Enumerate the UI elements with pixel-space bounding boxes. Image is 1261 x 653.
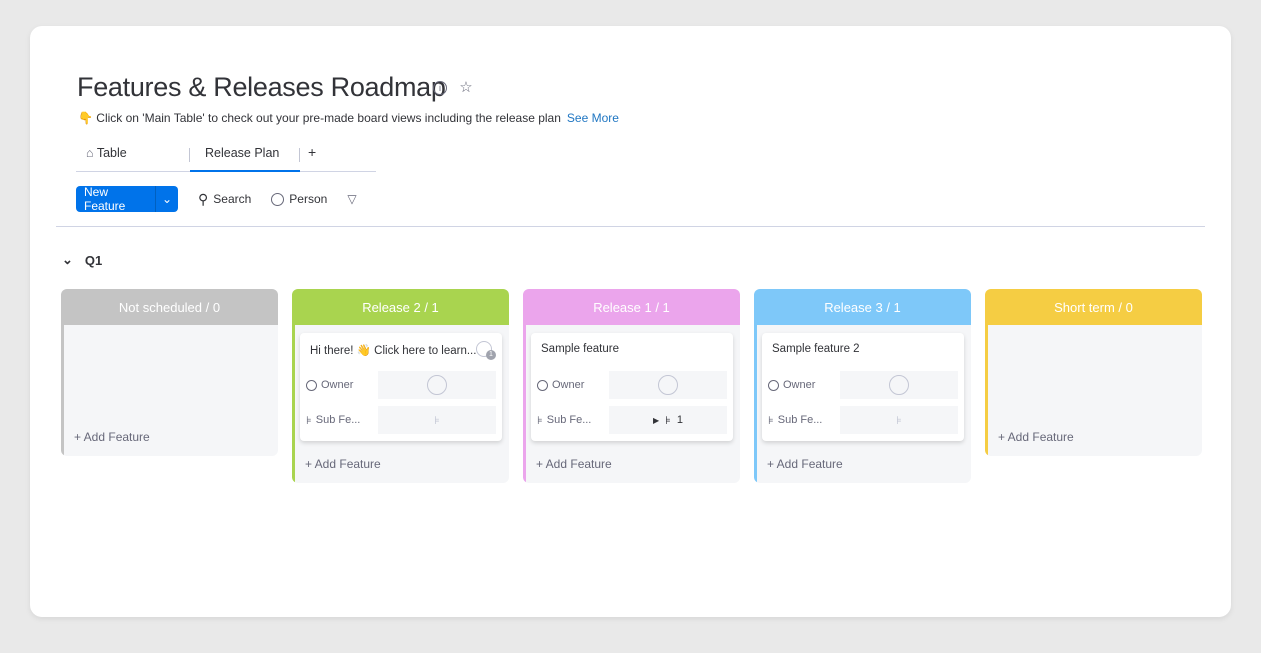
column-color-bar [754, 325, 757, 483]
avatar-placeholder-icon [889, 375, 909, 395]
add-feature-button[interactable]: + Add Feature [305, 457, 381, 471]
filter-icon: ▽ [347, 192, 357, 206]
search-label: Search [213, 192, 252, 206]
chevron-down-icon[interactable]: ⌄ [62, 252, 73, 267]
add-feature-button[interactable]: + Add Feature [74, 430, 150, 444]
expand-arrow-icon[interactable]: ▶ [652, 415, 660, 425]
avatar-placeholder-icon [658, 375, 678, 395]
tab-divider [299, 148, 300, 162]
subitems-icon: ⊧ [665, 414, 671, 427]
person-icon [537, 379, 548, 391]
add-feature-button[interactable]: + Add Feature [536, 457, 612, 471]
search-icon: ⚲ [198, 190, 209, 207]
column-color-bar [292, 325, 295, 483]
see-more-link[interactable]: See More [566, 111, 619, 125]
description-text: 👇 Click on 'Main Table' to check out you… [78, 111, 561, 125]
search-button[interactable]: ⚲ Search [198, 191, 251, 208]
subitems-icon: ⊧ [768, 414, 774, 427]
field-label: Owner [783, 379, 816, 391]
group-title: Q1 [84, 252, 103, 268]
subitems-icon: ⊧ [537, 414, 543, 427]
subitems-icon: ⊧ [434, 414, 440, 427]
subitems-icon: ⊧ [306, 414, 312, 427]
person-icon [271, 192, 285, 206]
home-icon: ⌂ [86, 146, 94, 160]
subitems-value[interactable]: ⊧ [378, 406, 496, 434]
subitems-value[interactable]: ▶ ⊧ 1 [609, 406, 727, 434]
info-icon[interactable]: i [433, 81, 447, 95]
column-header[interactable]: Not scheduled / 0 [61, 289, 278, 325]
card-title: Hi there! 👋 Click here to learn... [310, 345, 477, 357]
tab-label: Release Plan [205, 146, 280, 160]
board-description: 👇 Click on 'Main Table' to check out you… [78, 111, 619, 125]
person-icon [768, 379, 779, 391]
avatar-placeholder-icon [427, 375, 447, 395]
owner-row: Owner [768, 371, 958, 399]
kanban-column: Release 1 / 1 Sample feature Owner ⊧ Sub … [523, 289, 740, 483]
group-header[interactable]: ⌄ Q1 [62, 252, 102, 268]
field-label: Sub Fe... [546, 414, 592, 426]
divider [56, 226, 1205, 227]
view-tabs: ⌂ Table Release Plan + [76, 140, 376, 172]
board-panel: Features & Releases Roadmap i ☆ 👇 Click … [30, 26, 1231, 617]
column-color-bar [523, 325, 526, 483]
column-title: Short term / 0 [1054, 299, 1133, 315]
field-label: Sub Fe... [777, 414, 823, 426]
add-view-button[interactable]: + [308, 144, 317, 160]
subitems-icon: ⊧ [896, 414, 902, 427]
kanban-column: Short term / 0 + Add Feature [985, 289, 1202, 456]
subitems-value[interactable]: ⊧ [840, 406, 958, 434]
column-header[interactable]: Release 1 / 1 [523, 289, 740, 325]
add-feature-button[interactable]: + Add Feature [998, 430, 1074, 444]
feature-card[interactable]: Hi there! 👋 Click here to learn... 1 Own… [300, 333, 502, 441]
star-icon[interactable]: ☆ [459, 79, 473, 96]
kanban-column: Release 2 / 1 Hi there! 👋 Click here to … [292, 289, 509, 483]
owner-value[interactable] [378, 371, 496, 399]
feature-card[interactable]: Sample feature 2 Owner ⊧ Sub Fe... ⊧ [762, 333, 964, 441]
tab-label: Table [96, 146, 127, 160]
owner-value[interactable] [609, 371, 727, 399]
updates-icon[interactable]: 1 [476, 341, 496, 360]
column-header[interactable]: Short term / 0 [985, 289, 1202, 325]
new-feature-button-group: New Feature ⌄ [76, 186, 178, 212]
owner-row: Owner [306, 371, 496, 399]
tab-divider [189, 148, 190, 162]
card-title: Sample feature [541, 343, 619, 355]
updates-count: 1 [486, 350, 496, 360]
chevron-down-icon[interactable]: ⌄ [155, 186, 178, 212]
subitems-row: ⊧ Sub Fe... ⊧ [768, 406, 958, 434]
column-title: Release 3 / 1 [824, 299, 901, 315]
tab-table[interactable]: ⌂ Table [86, 146, 127, 172]
field-label: Owner [552, 379, 585, 391]
owner-row: Owner [537, 371, 727, 399]
column-color-bar [985, 325, 988, 456]
person-icon [306, 379, 317, 391]
board-title: Features & Releases Roadmap [77, 72, 446, 102]
column-header[interactable]: Release 3 / 1 [754, 289, 971, 325]
owner-value[interactable] [840, 371, 958, 399]
subitems-row: ⊧ Sub Fe... ⊧ [306, 406, 496, 434]
field-label: Sub Fe... [315, 414, 361, 426]
column-title: Not scheduled / 0 [118, 299, 221, 315]
new-feature-button[interactable]: New Feature [84, 186, 126, 212]
subitems-row: ⊧ Sub Fe... ▶ ⊧ 1 [537, 406, 727, 434]
field-label: Owner [321, 379, 354, 391]
filter-button[interactable]: ▽ [347, 192, 356, 206]
kanban-column: Release 3 / 1 Sample feature 2 Owner ⊧ Su… [754, 289, 971, 483]
column-color-bar [61, 325, 64, 456]
toolbar: New Feature ⌄ ⚲ Search Person ▽ [76, 186, 357, 212]
person-label: Person [289, 192, 328, 206]
person-filter-button[interactable]: Person [271, 192, 327, 206]
card-title: Sample feature 2 [772, 343, 860, 355]
subitems-count: 1 [676, 414, 683, 426]
column-title: Release 2 / 1 [362, 299, 439, 315]
column-header[interactable]: Release 2 / 1 [292, 289, 509, 325]
kanban-column: Not scheduled / 0 + Add Feature [61, 289, 278, 456]
feature-card[interactable]: Sample feature Owner ⊧ Sub Fe... ▶ ⊧ 1 [531, 333, 733, 441]
add-feature-button[interactable]: + Add Feature [767, 457, 843, 471]
column-title: Release 1 / 1 [593, 299, 670, 315]
tab-release-plan[interactable]: Release Plan [190, 146, 300, 172]
